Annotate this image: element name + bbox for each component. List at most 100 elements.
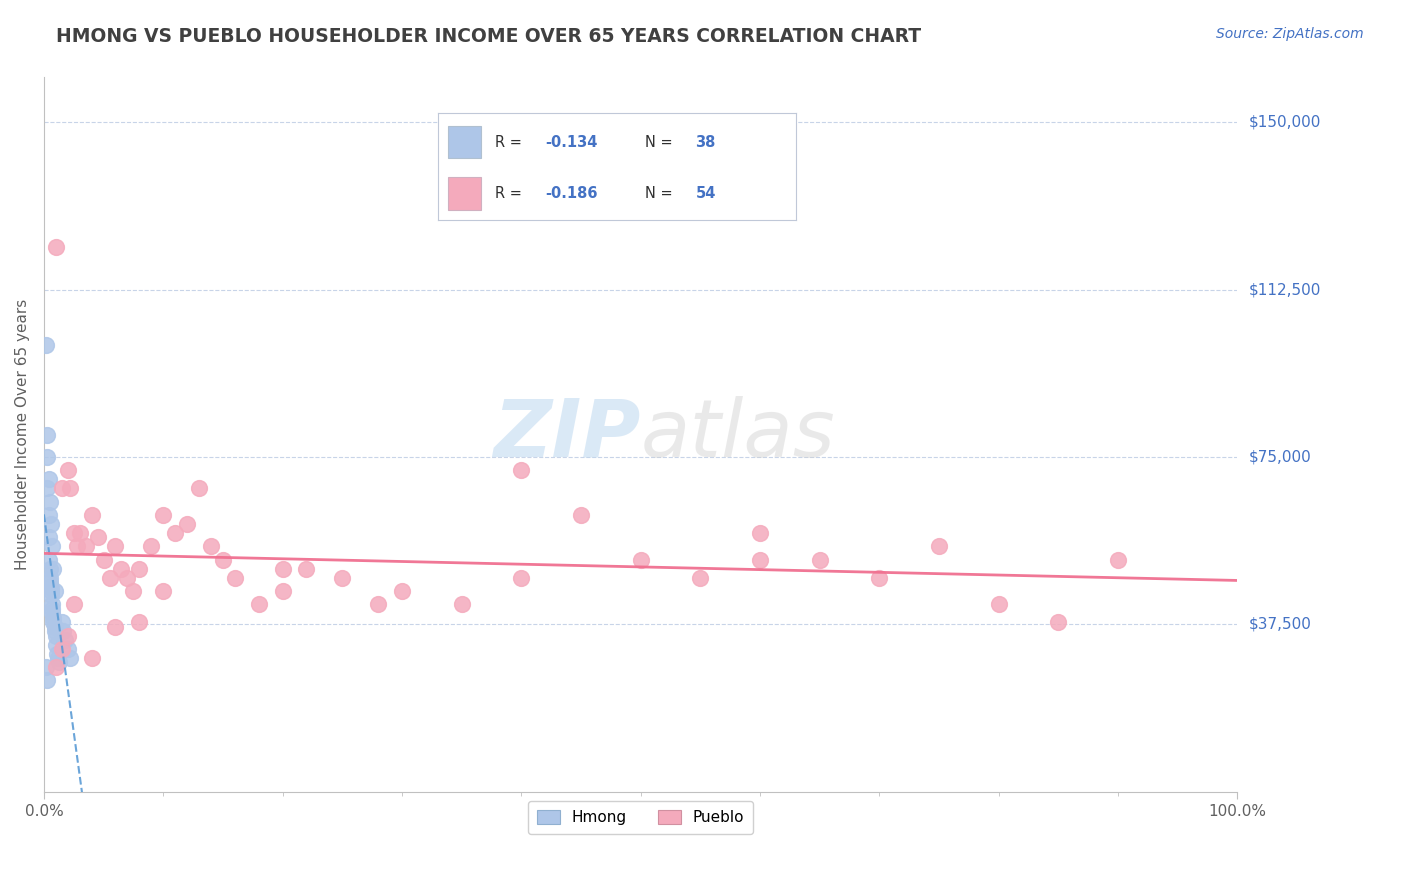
- Point: [38, 494, 60, 508]
- Point: [630, 553, 652, 567]
- Point: [748, 553, 770, 567]
- Point: [104, 620, 127, 634]
- Point: [46, 651, 69, 665]
- Point: [104, 539, 127, 553]
- Point: [271, 562, 294, 576]
- Point: [689, 571, 711, 585]
- Text: ZIP: ZIP: [494, 396, 641, 474]
- Point: [53, 633, 76, 648]
- Point: [59, 481, 82, 495]
- Point: [80, 651, 103, 665]
- Y-axis label: Householder Income Over 65 years: Householder Income Over 65 years: [15, 299, 30, 570]
- Point: [51, 615, 73, 630]
- Point: [141, 539, 163, 553]
- Point: [44, 620, 66, 634]
- Text: $75,000: $75,000: [1249, 450, 1310, 465]
- Point: [224, 571, 246, 585]
- Text: $150,000: $150,000: [1249, 114, 1320, 129]
- Point: [330, 571, 353, 585]
- Point: [391, 584, 413, 599]
- Point: [128, 615, 150, 630]
- Text: atlas: atlas: [641, 396, 835, 474]
- Point: [37, 673, 59, 688]
- Point: [35, 338, 58, 352]
- Point: [110, 562, 132, 576]
- Point: [42, 615, 65, 630]
- Point: [44, 624, 66, 639]
- Point: [39, 516, 62, 531]
- Point: [41, 602, 63, 616]
- Point: [98, 571, 121, 585]
- Point: [46, 647, 69, 661]
- Point: [51, 481, 73, 495]
- Point: [928, 539, 950, 553]
- Point: [1107, 553, 1129, 567]
- Point: [45, 660, 67, 674]
- Point: [38, 575, 60, 590]
- Point: [35, 660, 58, 674]
- Point: [152, 508, 174, 522]
- Point: [38, 562, 60, 576]
- Point: [62, 598, 84, 612]
- Point: [39, 580, 62, 594]
- Point: [45, 629, 67, 643]
- Point: [38, 508, 60, 522]
- Point: [41, 539, 63, 553]
- Point: [748, 525, 770, 540]
- Point: [45, 638, 67, 652]
- Point: [38, 571, 60, 585]
- Point: [37, 450, 59, 464]
- Point: [62, 525, 84, 540]
- Point: [39, 589, 62, 603]
- Point: [56, 642, 79, 657]
- Point: [122, 584, 145, 599]
- Point: [37, 427, 59, 442]
- Point: [51, 642, 73, 657]
- Point: [38, 472, 60, 486]
- Point: [93, 553, 115, 567]
- Text: $112,500: $112,500: [1249, 282, 1320, 297]
- Text: $37,500: $37,500: [1249, 617, 1312, 632]
- Point: [56, 463, 79, 477]
- Text: Source: ZipAtlas.com: Source: ZipAtlas.com: [1216, 27, 1364, 41]
- Point: [48, 656, 70, 670]
- Point: [569, 508, 592, 522]
- Point: [86, 530, 108, 544]
- Point: [165, 525, 187, 540]
- Point: [41, 607, 63, 621]
- Point: [44, 584, 66, 599]
- Point: [152, 584, 174, 599]
- Point: [510, 571, 533, 585]
- Point: [128, 562, 150, 576]
- Point: [868, 571, 890, 585]
- Point: [38, 530, 60, 544]
- Point: [59, 651, 82, 665]
- Point: [45, 240, 67, 254]
- Point: [38, 553, 60, 567]
- Point: [42, 611, 65, 625]
- Point: [247, 598, 270, 612]
- Point: [510, 463, 533, 477]
- Point: [52, 624, 75, 639]
- Point: [450, 598, 472, 612]
- Point: [117, 571, 139, 585]
- Point: [176, 516, 198, 531]
- Point: [41, 598, 63, 612]
- Point: [367, 598, 389, 612]
- Point: [808, 553, 831, 567]
- Point: [39, 584, 62, 599]
- Point: [200, 539, 222, 553]
- Point: [37, 481, 59, 495]
- Point: [295, 562, 318, 576]
- Point: [1047, 615, 1070, 630]
- Point: [987, 598, 1010, 612]
- Point: [56, 629, 79, 643]
- Point: [188, 481, 211, 495]
- Point: [212, 553, 235, 567]
- Text: HMONG VS PUEBLO HOUSEHOLDER INCOME OVER 65 YEARS CORRELATION CHART: HMONG VS PUEBLO HOUSEHOLDER INCOME OVER …: [56, 27, 921, 45]
- Point: [75, 539, 97, 553]
- Point: [69, 525, 91, 540]
- Point: [80, 508, 103, 522]
- Point: [271, 584, 294, 599]
- Point: [42, 562, 65, 576]
